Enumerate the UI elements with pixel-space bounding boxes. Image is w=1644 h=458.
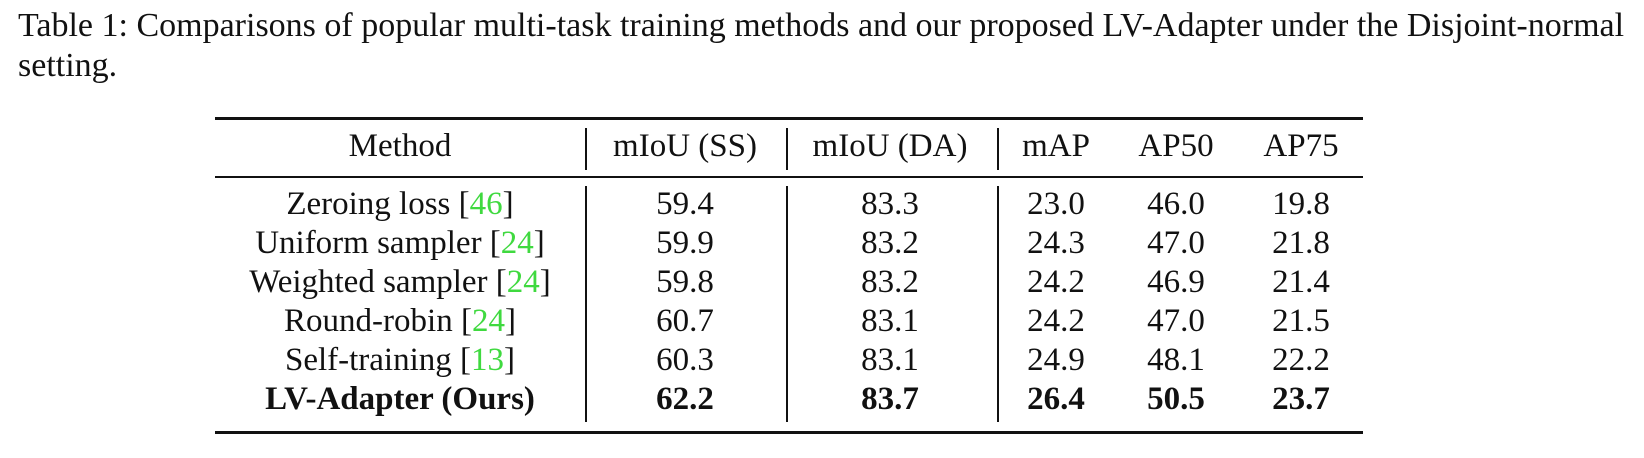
value-cell: 59.8	[656, 264, 714, 300]
value-cell: 83.1	[861, 303, 919, 339]
method-name: Weighted sampler	[249, 264, 488, 300]
value-cell: 83.2	[861, 225, 919, 261]
bottom-rule	[215, 431, 1363, 434]
column-separator	[786, 128, 788, 170]
value-cell: 23.7	[1272, 381, 1330, 417]
method-cell: Round-robin [24]	[284, 302, 516, 341]
citation-bracket: ]	[504, 303, 516, 339]
method-name: Zeroing loss	[286, 186, 451, 222]
value-cell: 59.4	[656, 186, 714, 222]
header-cell: AP75	[1263, 128, 1339, 164]
method-cell: LV-Adapter (Ours)	[265, 380, 535, 419]
value-cell: 60.3	[656, 342, 714, 378]
value-cell: 23.0	[1027, 186, 1085, 222]
citation-bracket: [	[495, 264, 507, 300]
table-caption: Table 1: Comparisons of popular multi-ta…	[18, 7, 1625, 84]
column-separator	[997, 186, 999, 422]
value-cell: 22.2	[1272, 342, 1330, 378]
method-name: Round-robin	[284, 303, 453, 339]
citation-ref: 24	[471, 303, 505, 339]
value-cell: 60.7	[656, 303, 714, 339]
value-cell: 21.8	[1272, 225, 1330, 261]
method-cell: Weighted sampler [24]	[249, 263, 551, 302]
value-cell: 83.7	[861, 381, 919, 417]
method-name: Uniform sampler	[255, 225, 482, 261]
citation-ref: 24	[500, 225, 534, 261]
method-cell: Self-training [13]	[285, 341, 515, 380]
citation-bracket: [	[460, 303, 472, 339]
value-cell: 83.3	[861, 186, 919, 222]
value-cell: 83.2	[861, 264, 919, 300]
method-name: Self-training	[284, 342, 452, 378]
value-cell: 26.4	[1027, 381, 1085, 417]
value-cell: 21.4	[1272, 264, 1330, 300]
citation-ref: 46	[469, 186, 503, 222]
value-cell: 46.0	[1147, 186, 1205, 222]
value-cell: 47.0	[1147, 303, 1205, 339]
column-separator	[997, 128, 999, 170]
header-cell: mAP	[1022, 128, 1090, 164]
value-cell: 24.2	[1027, 264, 1085, 300]
column-separator	[585, 186, 587, 422]
header-cell: AP50	[1138, 128, 1214, 164]
citation-ref: 24	[506, 264, 540, 300]
value-cell: 46.9	[1147, 264, 1205, 300]
value-cell: 48.1	[1147, 342, 1205, 378]
citation-ref: 13	[471, 342, 505, 378]
value-cell: 24.2	[1027, 303, 1085, 339]
value-cell: 21.5	[1272, 303, 1330, 339]
citation-bracket: ]	[502, 186, 514, 222]
header-cell: mIoU (SS)	[613, 128, 757, 164]
value-cell: 47.0	[1147, 225, 1205, 261]
citation-bracket: [	[489, 225, 501, 261]
top-rule	[215, 117, 1363, 120]
column-separator	[786, 186, 788, 422]
column-separator	[585, 128, 587, 170]
header-cell: Method	[348, 128, 452, 164]
method-cell: Uniform sampler [24]	[255, 224, 545, 263]
value-cell: 50.5	[1147, 381, 1205, 417]
value-cell: 59.9	[656, 225, 714, 261]
value-cell: 19.8	[1272, 186, 1330, 222]
citation-bracket: [	[460, 342, 472, 378]
header-cell: mIoU (DA)	[812, 128, 968, 164]
citation-bracket: ]	[533, 225, 545, 261]
method-name: LV-Adapter (Ours)	[265, 381, 535, 417]
citation-bracket: ]	[504, 342, 516, 378]
citation-bracket: ]	[539, 264, 551, 300]
mid-rule	[215, 176, 1363, 178]
citation-bracket: [	[458, 186, 470, 222]
value-cell: 62.2	[656, 381, 714, 417]
method-cell: Zeroing loss [46]	[286, 185, 513, 224]
value-cell: 24.3	[1027, 225, 1085, 261]
value-cell: 83.1	[861, 342, 919, 378]
value-cell: 24.9	[1027, 342, 1085, 378]
